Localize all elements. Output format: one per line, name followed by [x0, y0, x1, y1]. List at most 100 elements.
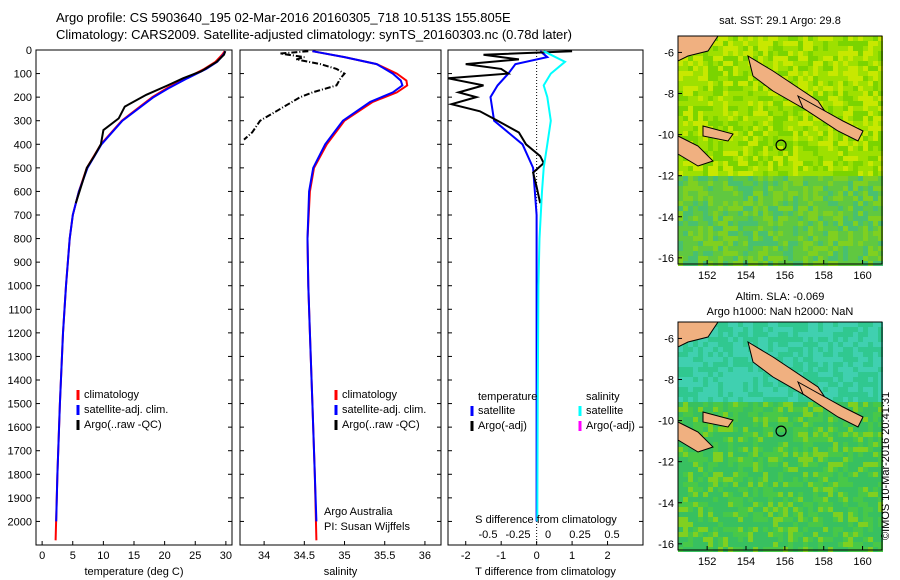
x-tick-label: -1 [496, 550, 506, 562]
y-tick-label: 1600 [8, 422, 32, 434]
y-tick-label: 700 [14, 210, 32, 222]
profile-location-marker [775, 139, 787, 151]
legend-label: satellite-adj. clim. [84, 404, 168, 416]
y-tick-label: 1300 [8, 351, 32, 363]
map-frame [677, 321, 883, 551]
map-x-tick-label: 160 [853, 556, 871, 568]
map-sst [677, 35, 883, 266]
land-mass [702, 125, 734, 142]
map-x-tick-label: 154 [737, 270, 755, 282]
x-tick-label: 10 [97, 550, 109, 562]
y-tick-label: 300 [14, 116, 32, 128]
map-x-tick-label: 158 [815, 270, 833, 282]
x-axis-label: temperature (deg C) [84, 566, 183, 578]
y-tick-label: 1500 [8, 399, 32, 411]
profile-title: Argo profile: CS 5903640_195 02-Mar-2016… [56, 10, 511, 25]
y-tick-label: 900 [14, 257, 32, 269]
x-axis-label: salinity [324, 566, 358, 578]
map-y-tick-label: -16 [658, 539, 674, 551]
x-tick-label: -2 [461, 550, 471, 562]
x-tick-label: 35.5 [374, 550, 395, 562]
legend-label: Argo(..raw -QC) [84, 419, 162, 431]
map-y-tick-label: -12 [658, 457, 674, 469]
legend-label: satellite-adj. clim. [342, 404, 426, 416]
legend-label: climatology [342, 389, 398, 401]
x-tick-label: 20 [159, 550, 171, 562]
legend-group-title: temperature [478, 391, 537, 403]
y-tick-label: 2000 [8, 516, 32, 528]
sla-map-subtitle: Argo h1000: NaN h2000: NaN [707, 306, 854, 318]
series-line-argo-raw-qc- [74, 50, 227, 204]
top-axis-label: S difference from climatology [475, 514, 617, 526]
series-line-satellite-adj-clim- [55, 50, 227, 522]
series-line-climatology [306, 50, 409, 541]
legend-label: Argo(-adj) [478, 420, 527, 432]
map-sla [677, 321, 883, 552]
map-y-tick-label: -12 [658, 171, 674, 183]
profile-location-marker [775, 425, 787, 437]
x-tick-label: 30 [220, 550, 232, 562]
y-tick-label: 1800 [8, 469, 32, 481]
map-x-tick-label: 154 [737, 556, 755, 568]
series-line-satellite-adj-clim- [306, 50, 404, 522]
x-tick-label: 36 [419, 550, 431, 562]
x-tick-label: 15 [128, 550, 140, 562]
series-line-argo-raw-qc- [243, 50, 347, 141]
top-axis-tick: 0 [545, 529, 551, 541]
legend-label: Argo(..raw -QC) [342, 419, 420, 431]
land-mass [702, 411, 734, 428]
x-axis-label: T difference from climatology [475, 566, 616, 578]
land-mass [796, 380, 864, 428]
x-tick-label: 0 [39, 550, 45, 562]
legend-label: satellite [586, 405, 623, 417]
y-tick-label: 1100 [8, 304, 32, 316]
legend-label: Argo(-adj) [586, 420, 635, 432]
series-line-satellite-temperature- [489, 50, 550, 522]
x-tick-label: 34 [258, 550, 270, 562]
map-x-tick-label: 152 [698, 270, 716, 282]
map-y-tick-label: -16 [658, 253, 674, 265]
series-line-argo-adj-temperature- [447, 50, 573, 204]
series-line-climatology [54, 50, 226, 541]
legend-label: satellite [478, 405, 515, 417]
y-tick-label: 0 [26, 45, 32, 57]
map-y-tick-label: -6 [664, 333, 674, 345]
map-frame [677, 35, 883, 265]
x-tick-label: 0 [534, 550, 540, 562]
y-tick-label: 1000 [8, 281, 32, 293]
x-tick-label: 25 [189, 550, 201, 562]
x-tick-label: 35 [338, 550, 350, 562]
map-y-tick-label: -10 [658, 130, 674, 142]
y-tick-label: 200 [14, 92, 32, 104]
y-tick-label: 100 [14, 69, 32, 81]
map-x-tick-label: 156 [776, 270, 794, 282]
x-tick-label: 34.5 [294, 550, 315, 562]
annotation-text: Argo Australia [324, 506, 393, 518]
x-tick-label: 1 [569, 550, 575, 562]
y-tick-label: 1400 [8, 375, 32, 387]
climatology-subtitle: Climatology: CARS2009. Satellite-adjuste… [56, 27, 572, 42]
sst-map-title: sat. SST: 29.1 Argo: 29.8 [719, 15, 841, 27]
x-tick-label: 2 [604, 550, 610, 562]
map-y-tick-label: -14 [658, 212, 674, 224]
y-tick-label: 500 [14, 163, 32, 175]
top-axis-tick: 0.25 [569, 529, 590, 541]
map-y-tick-label: -8 [664, 89, 674, 101]
map-y-tick-label: -10 [658, 416, 674, 428]
map-x-tick-label: 156 [776, 556, 794, 568]
map-y-tick-label: -6 [664, 47, 674, 59]
imos-timestamp: ©IMOS 10-Mar-2016 20:41:31 [880, 391, 892, 540]
x-tick-label: 5 [70, 550, 76, 562]
land-mass [796, 94, 864, 142]
y-tick-label: 400 [14, 139, 32, 151]
y-tick-label: 1700 [8, 446, 32, 458]
map-x-tick-label: 158 [815, 556, 833, 568]
y-tick-label: 1900 [8, 493, 32, 505]
map-x-tick-label: 152 [698, 556, 716, 568]
panel-frame-1 [239, 49, 442, 546]
top-axis-tick: -0.5 [479, 529, 498, 541]
map-y-tick-label: -14 [658, 498, 674, 510]
panel-frame-2 [447, 49, 644, 546]
y-tick-label: 800 [14, 234, 32, 246]
